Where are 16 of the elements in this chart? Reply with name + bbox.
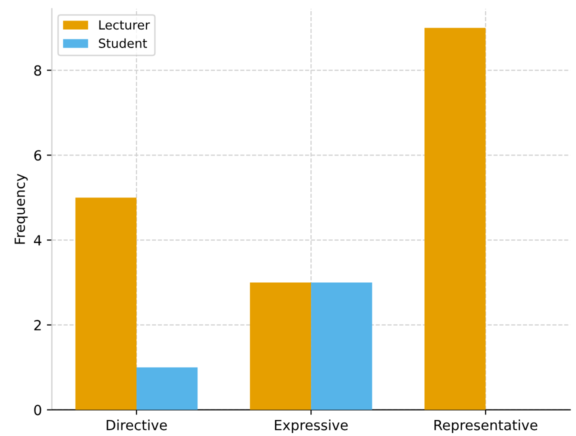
x-tick-label: Representative: [434, 420, 538, 434]
y-tick-label: 6: [34, 150, 42, 161]
y-tick-label: 2: [34, 320, 41, 330]
y-axis-title: Frequency: [14, 174, 28, 244]
x-tick-label: Expressive: [274, 420, 348, 434]
legend-label: Student: [98, 38, 147, 48]
y-tick-label: 8: [34, 65, 42, 76]
bar: [311, 282, 372, 410]
x-tick-label: Directive: [106, 420, 167, 430]
y-tick-label: 4: [34, 235, 42, 246]
bar: [424, 28, 486, 410]
bar: [136, 367, 198, 410]
bar: [75, 198, 136, 410]
bar: [250, 282, 312, 410]
y-tick-label: 0: [34, 404, 42, 416]
legend-label: Lecturer: [99, 20, 150, 30]
